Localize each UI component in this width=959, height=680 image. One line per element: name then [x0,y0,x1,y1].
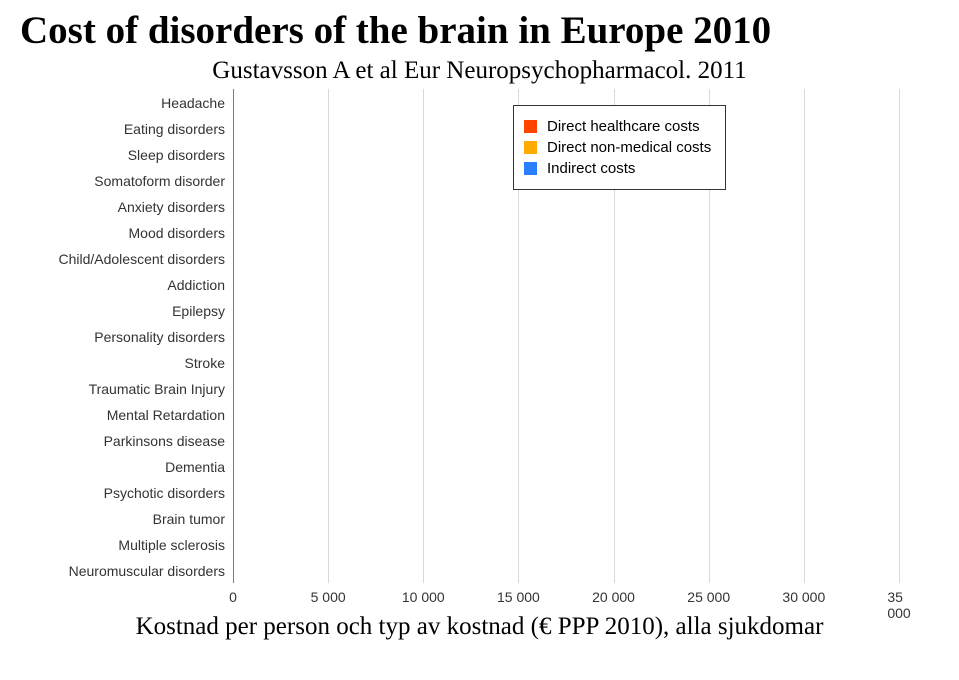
category-label: Mood disorders [129,223,234,243]
page-title: Cost of disorders of the brain in Europe… [20,8,939,53]
legend: Direct healthcare costs Direct non-medica… [513,105,726,190]
chart-row: Mood disorders [233,223,899,243]
chart-row: Addiction [233,275,899,295]
chart-row: Anxiety disorders [233,197,899,217]
chart-row: Psychotic disorders [233,483,899,503]
x-tick-label: 10 000 [402,589,445,605]
x-tick-label: 20 000 [592,589,635,605]
x-tick-label: 5 000 [311,589,346,605]
page-subtitle: Gustavsson A et al Eur Neuropsychopharma… [20,57,939,85]
legend-item: Indirect costs [524,160,711,177]
legend-label: Direct healthcare costs [547,118,700,135]
category-label: Psychotic disorders [104,483,233,503]
chart-row: Brain tumor [233,509,899,529]
x-tick-label: 30 000 [782,589,825,605]
x-axis: 05 00010 00015 00020 00025 00030 00035 0… [233,583,899,611]
x-tick-label: 15 000 [497,589,540,605]
caption: Kostnad per person och typ av kostnad (€… [20,613,939,641]
x-tick-label: 35 000 [887,589,910,621]
category-label: Dementia [165,457,233,477]
legend-item: Direct non-medical costs [524,139,711,156]
category-label: Parkinsons disease [104,431,233,451]
category-label: Child/Adolescent disorders [58,249,233,269]
category-label: Somatoform disorder [94,171,233,191]
category-label: Stroke [185,353,233,373]
category-label: Personality disorders [94,327,233,347]
chart-row: Neuromuscular disorders [233,561,899,581]
chart: Direct healthcare costs Direct non-medica… [58,89,939,611]
legend-swatch [524,120,537,133]
plot-area: Direct healthcare costs Direct non-medica… [233,89,899,583]
category-label: Eating disorders [124,119,233,139]
gridline [899,89,900,583]
category-label: Sleep disorders [128,145,233,165]
legend-item: Direct healthcare costs [524,118,711,135]
category-label: Traumatic Brain Injury [89,379,233,399]
chart-row: Epilepsy [233,301,899,321]
category-label: Multiple sclerosis [118,535,233,555]
x-tick-label: 0 [229,589,237,605]
category-label: Mental Retardation [107,405,233,425]
legend-swatch [524,162,537,175]
legend-label: Indirect costs [547,160,635,177]
chart-row: Stroke [233,353,899,373]
category-label: Epilepsy [172,301,233,321]
slide: Cost of disorders of the brain in Europe… [0,0,959,680]
chart-row: Traumatic Brain Injury [233,379,899,399]
category-label: Anxiety disorders [118,197,233,217]
category-label: Headache [161,93,233,113]
category-label: Addiction [167,275,233,295]
category-label: Brain tumor [153,509,233,529]
chart-row: Parkinsons disease [233,431,899,451]
chart-row: Child/Adolescent disorders [233,249,899,269]
chart-row: Multiple sclerosis [233,535,899,555]
x-tick-label: 25 000 [687,589,730,605]
chart-row: Mental Retardation [233,405,899,425]
legend-label: Direct non-medical costs [547,139,711,156]
category-label: Neuromuscular disorders [69,561,233,581]
legend-swatch [524,141,537,154]
chart-row: Dementia [233,457,899,477]
chart-row: Personality disorders [233,327,899,347]
